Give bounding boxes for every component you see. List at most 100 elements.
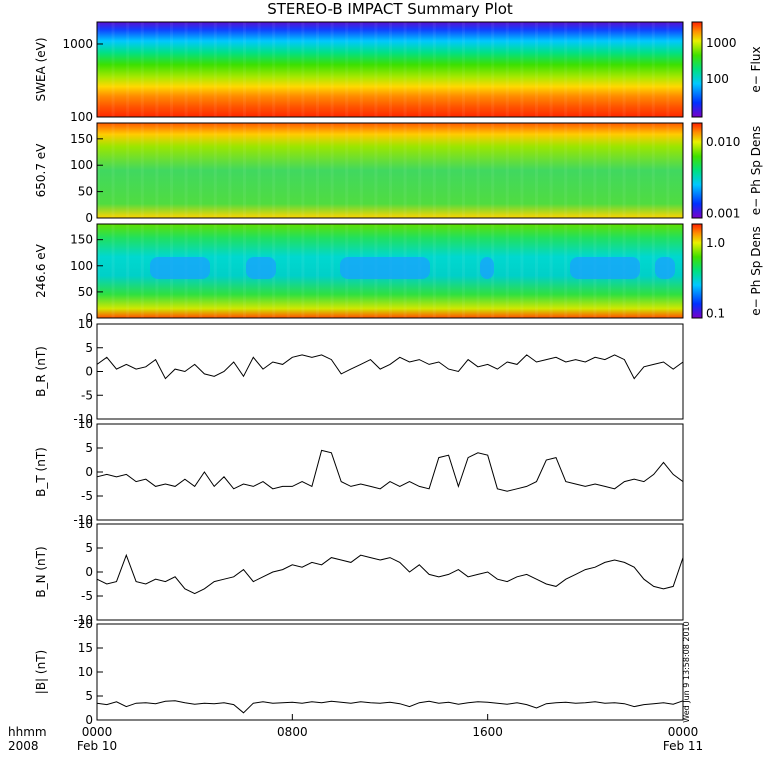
y-tick-label: -10 bbox=[73, 412, 93, 426]
y-tick-label: -5 bbox=[81, 489, 93, 503]
panel-frame bbox=[96, 21, 684, 118]
heatmap-texture bbox=[126, 224, 130, 318]
heatmap-texture bbox=[535, 123, 538, 218]
heatmap-texture bbox=[126, 123, 130, 218]
heatmap-panel-1: 100 1000 SWEA (eV) 100 1000 e− Flux bbox=[34, 21, 763, 124]
colorbar-tick-label: 0.010 bbox=[706, 135, 740, 149]
heatmap-texture bbox=[213, 224, 217, 318]
heatmap-texture bbox=[374, 123, 378, 218]
colorbar bbox=[691, 21, 703, 118]
heatmap-texture bbox=[476, 224, 480, 318]
heatmap-texture bbox=[97, 224, 100, 318]
heatmap-texture bbox=[286, 224, 290, 318]
y-tick-label: 0 bbox=[85, 565, 93, 579]
heatmap-texture bbox=[330, 224, 334, 318]
heatmap-texture bbox=[199, 123, 203, 218]
y-axis-label: 246.6 eV bbox=[34, 243, 48, 298]
heatmap-texture bbox=[243, 224, 246, 318]
heatmap-texture bbox=[651, 224, 655, 318]
heatmap-texture bbox=[359, 22, 363, 117]
heatmap-texture bbox=[608, 22, 611, 117]
heatmap-texture bbox=[637, 22, 641, 117]
heatmap-low-region bbox=[655, 257, 675, 279]
panel-frame bbox=[96, 423, 684, 521]
heatmap-texture bbox=[140, 22, 144, 117]
series-line bbox=[96, 449, 684, 492]
colorbar-tick-label: 0.1 bbox=[706, 306, 725, 320]
heatmap-texture bbox=[593, 22, 597, 117]
y-axis-label: B_N (nT) bbox=[34, 546, 48, 597]
heatmap-low-region bbox=[340, 257, 430, 279]
heatmap-texture bbox=[97, 22, 100, 117]
y-tick-label: 5 bbox=[85, 689, 93, 703]
heatmap-texture bbox=[316, 123, 319, 218]
heatmap-texture bbox=[666, 22, 670, 117]
x-axis-row1-label: hhmm bbox=[8, 725, 47, 739]
heatmap-texture bbox=[170, 123, 173, 218]
y-tick-label: 5 bbox=[85, 441, 93, 455]
heatmap-texture bbox=[578, 123, 582, 218]
y-axis-label: SWEA (eV) bbox=[34, 37, 48, 101]
heatmap-texture bbox=[111, 123, 115, 218]
colorbar bbox=[691, 122, 703, 219]
heatmap-texture bbox=[432, 22, 436, 117]
panel-frame bbox=[96, 323, 684, 420]
heatmap-texture bbox=[301, 123, 305, 218]
heatmap-texture bbox=[651, 22, 655, 117]
heatmap-texture bbox=[374, 22, 378, 117]
heatmap-texture bbox=[359, 123, 363, 218]
heatmap-texture bbox=[476, 22, 480, 117]
y-tick-label: 5 bbox=[85, 341, 93, 355]
heatmap-texture bbox=[564, 224, 568, 318]
series-line bbox=[96, 354, 684, 380]
heatmap-texture bbox=[564, 123, 568, 218]
line-panel-1: -10 -5 0 5 10 B_R (nT) bbox=[34, 317, 684, 426]
heatmap-texture bbox=[330, 22, 334, 117]
colorbar-tick-label: 0.001 bbox=[706, 206, 740, 220]
heatmap-texture bbox=[520, 123, 524, 218]
heatmap-texture bbox=[637, 123, 641, 218]
colorbar-label: e− Flux bbox=[749, 46, 763, 92]
heatmap-texture bbox=[243, 22, 246, 117]
y-tick-label: 0 bbox=[85, 465, 93, 479]
y-tick-label: 100 bbox=[70, 158, 93, 172]
y-tick-label: 0 bbox=[85, 713, 93, 727]
page-title: STEREO-B IMPACT Summary Plot bbox=[267, 0, 513, 18]
heatmap-texture bbox=[622, 22, 626, 117]
y-tick-label: 50 bbox=[78, 285, 93, 299]
heatmap-texture bbox=[228, 224, 232, 318]
heatmap-texture bbox=[608, 123, 611, 218]
y-tick-label: 150 bbox=[70, 233, 93, 247]
heatmap-texture bbox=[432, 123, 436, 218]
heatmap-texture bbox=[228, 22, 232, 117]
y-tick-label: 150 bbox=[70, 132, 93, 146]
series-line bbox=[96, 553, 684, 595]
heatmap-texture bbox=[447, 123, 451, 218]
colorbar-label: e− Ph Sp Dens bbox=[749, 226, 763, 315]
heatmap-texture bbox=[462, 123, 465, 218]
heatmap-texture bbox=[505, 224, 509, 318]
heatmap-texture bbox=[140, 224, 144, 318]
line-panel-3: -10 -5 0 5 10 B_N (nT) bbox=[34, 517, 684, 627]
heatmap-texture bbox=[403, 123, 407, 218]
heatmap-texture bbox=[476, 123, 480, 218]
heatmap-texture bbox=[549, 123, 553, 218]
heatmap-texture bbox=[447, 224, 451, 318]
colorbar bbox=[691, 223, 703, 319]
y-tick-label: -5 bbox=[81, 589, 93, 603]
heatmap-texture bbox=[491, 123, 495, 218]
y-axis-label: 650.7 eV bbox=[34, 143, 48, 198]
heatmap-texture bbox=[170, 22, 173, 117]
heatmap-texture bbox=[462, 22, 465, 117]
x-tick-date: Feb 11 bbox=[663, 739, 703, 753]
heatmap-low-region bbox=[246, 257, 276, 279]
heatmap-low-region bbox=[150, 257, 210, 279]
series-line bbox=[96, 700, 684, 714]
x-tick-time: 0800 bbox=[277, 725, 308, 739]
y-tick-label: 10 bbox=[78, 665, 93, 679]
heatmap-texture bbox=[228, 123, 232, 218]
y-tick-label: -5 bbox=[81, 388, 93, 402]
line-panel-4: 0 5 10 15 20 |B| (nT) bbox=[34, 617, 684, 727]
heatmap-texture bbox=[462, 224, 465, 318]
heatmap-panel-2: 0 50 100 150 650.7 eV 0.010 0.001 e− Ph Sp Dens bbox=[34, 122, 763, 225]
